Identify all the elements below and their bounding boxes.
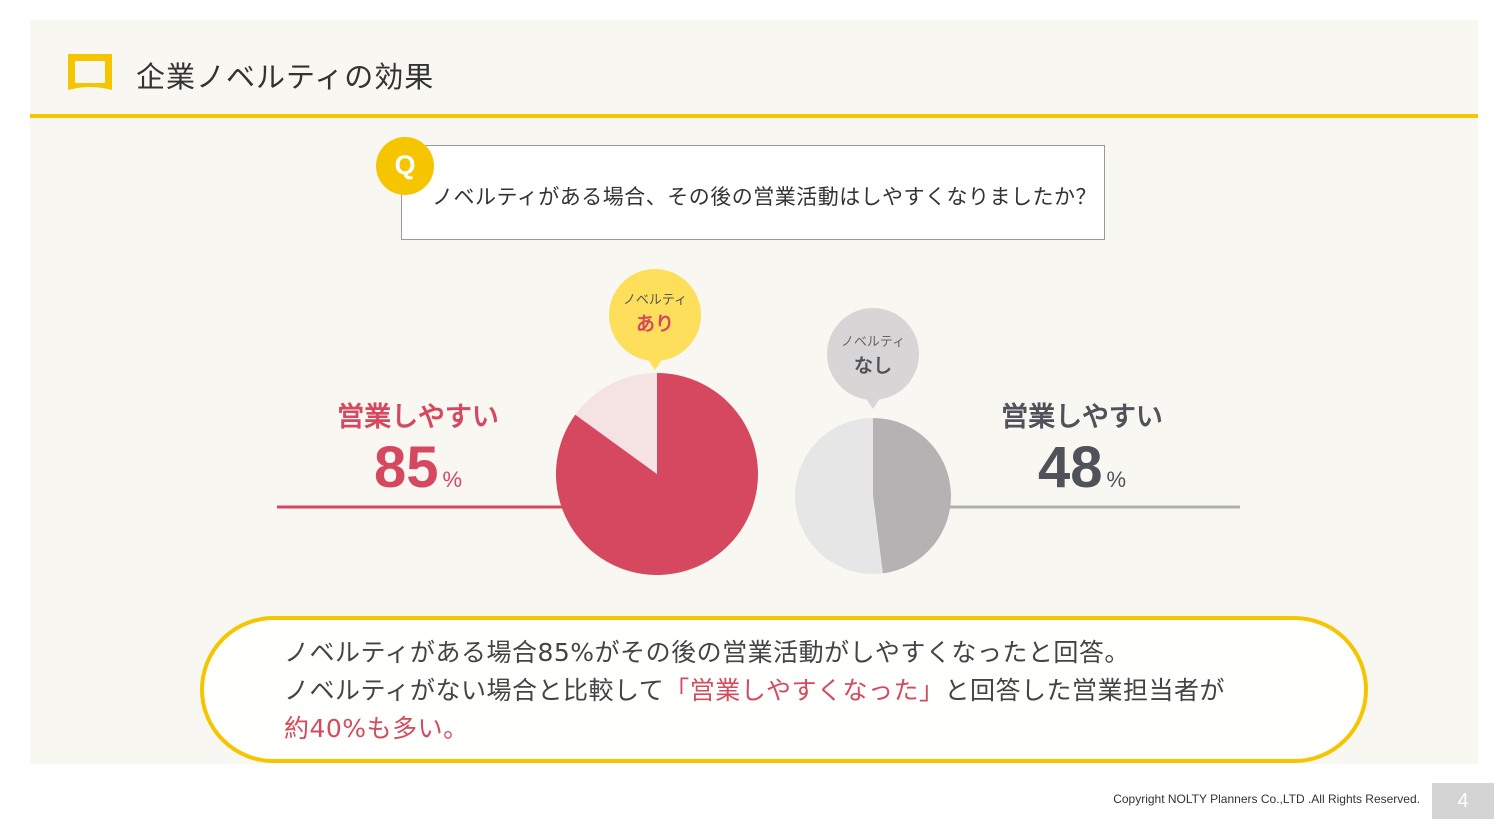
question-text: ノベルティがある場合、その後の営業活動はしやすくなりましたか？ xyxy=(432,185,1098,209)
summary-line-2: ノベルティがない場合と比較して「営業しやすくなった」と回答した営業担当者が xyxy=(284,672,1225,710)
question-badge: Q xyxy=(376,137,434,195)
pie-right-slice-1 xyxy=(794,418,883,575)
pie-with-novelty xyxy=(556,372,759,575)
value-left-number: 85 xyxy=(374,435,439,500)
summary-highlight: 「営業しやすくなった」 xyxy=(664,676,945,705)
value-right: 48% xyxy=(1038,435,1126,500)
summary-box: ノベルティがある場合85%がその後の営業活動がしやすくなったと回答。 ノベルティ… xyxy=(200,616,1368,763)
summary-text: ノベルティがある場合85%がその後の営業活動がしやすくなったと回答。 ノベルティ… xyxy=(284,634,1225,748)
book-icon xyxy=(68,54,112,90)
page-title: 企業ノベルティの効果 xyxy=(136,60,435,94)
bubble-small-right: ノベルティ xyxy=(841,335,905,350)
page-number: 4 xyxy=(1432,783,1494,819)
pie-right-slice-0 xyxy=(873,418,951,574)
title-divider xyxy=(30,114,1478,118)
value-right-unit: % xyxy=(1106,467,1126,492)
summary-line-1: ノベルティがある場合85%がその後の営業活動がしやすくなったと回答。 xyxy=(284,638,1130,667)
slide: 企業ノベルティの効果 Q ノベルティがある場合、その後の営業活動はしやすくなりま… xyxy=(30,20,1478,764)
caption-right: 営業しやすい xyxy=(1001,401,1163,433)
bubble-small-left: ノベルティ xyxy=(623,293,687,308)
bubble-label-left: あり xyxy=(636,313,674,335)
pie-without-novelty xyxy=(794,418,951,575)
value-left-unit: % xyxy=(442,467,462,492)
copyright: Copyright NOLTY Planners Co.,LTD .All Ri… xyxy=(1113,792,1420,806)
value-left: 85% xyxy=(374,435,462,500)
value-right-number: 48 xyxy=(1038,435,1103,500)
pie-left-slice-1 xyxy=(575,372,657,474)
caption-left: 営業しやすい xyxy=(337,401,499,433)
question-box xyxy=(401,145,1105,240)
bubble-with-novelty: ノベルティ あり xyxy=(609,269,701,370)
bubble-label-right: なし xyxy=(854,355,892,377)
summary-line-2-post: と回答した営業担当者が xyxy=(944,676,1226,705)
summary-line-2-pre: ノベルティがない場合と比較して xyxy=(284,676,665,705)
summary-line-3: 約40%も多い。 xyxy=(284,714,469,743)
bubble-without-novelty: ノベルティ なし xyxy=(827,308,919,409)
